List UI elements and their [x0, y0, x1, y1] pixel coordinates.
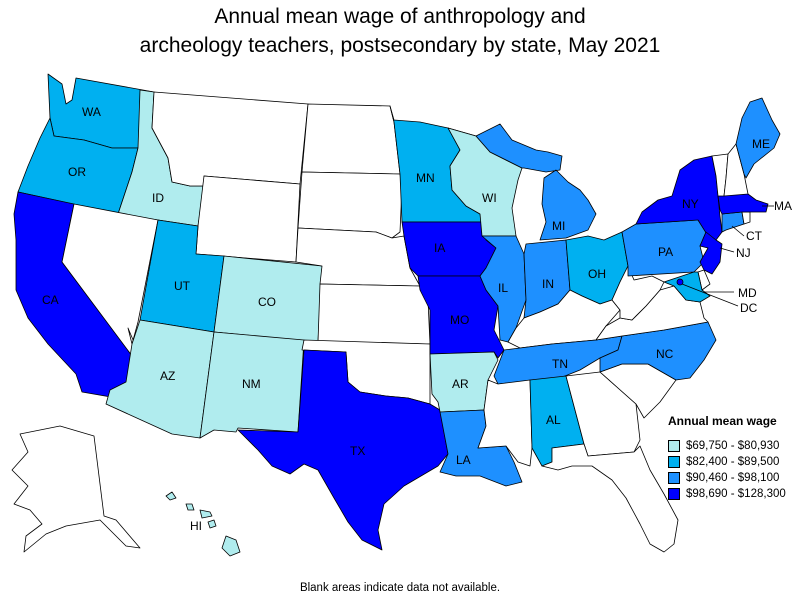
legend-swatch — [668, 456, 680, 468]
state-hi[interactable] — [165, 491, 241, 557]
legend-title: Annual mean wage — [668, 414, 777, 428]
label-la: LA — [456, 453, 471, 467]
state-ne[interactable] — [295, 227, 421, 287]
legend-label: $90,460 - $98,100 — [686, 472, 780, 484]
label-mi: MI — [552, 219, 565, 233]
legend-label: $69,750 - $80,930 — [686, 440, 780, 452]
label-ca: CA — [42, 293, 59, 307]
label-al: AL — [546, 413, 561, 427]
label-co: CO — [258, 295, 276, 309]
state-mi[interactable] — [475, 123, 597, 241]
map-title-line-2: archeology teachers, postsecondary by st… — [139, 34, 661, 57]
legend-swatch — [668, 488, 680, 500]
state-nj[interactable] — [699, 231, 723, 275]
label-md: MD — [738, 286, 757, 300]
legend-item: $69,750 - $80,930 — [668, 438, 800, 454]
legend-item: $90,460 - $98,100 — [668, 470, 800, 486]
label-tx: TX — [350, 444, 365, 458]
label-mo: MO — [450, 313, 469, 327]
state-nd[interactable] — [301, 103, 401, 175]
footnote: Blank areas indicate data not available. — [299, 582, 501, 594]
label-id: ID — [152, 191, 164, 205]
state-dc[interactable] — [676, 278, 684, 286]
label-ar: AR — [452, 377, 469, 391]
state-ma[interactable] — [717, 193, 769, 215]
state-me[interactable] — [735, 97, 781, 179]
label-ny: NY — [682, 197, 699, 211]
state-fl[interactable] — [541, 443, 679, 553]
state-ct[interactable] — [721, 211, 745, 233]
label-wa: WA — [82, 105, 101, 119]
state-md[interactable] — [663, 271, 711, 303]
state-wv[interactable] — [611, 265, 665, 321]
label-oh: OH — [588, 267, 606, 281]
label-pa: PA — [658, 245, 673, 259]
state-tx[interactable] — [237, 349, 449, 551]
map-title: Annual mean wage of anthropology and arc… — [0, 2, 800, 60]
label-me: ME — [752, 137, 770, 151]
label-or: OR — [68, 165, 86, 179]
label-in: IN — [542, 277, 554, 291]
label-ut: UT — [174, 279, 191, 293]
map-legend: Annual mean wage $69,750 - $80,930 $82,4… — [668, 414, 800, 502]
label-mn: MN — [416, 171, 435, 185]
label-nm: NM — [242, 377, 261, 391]
callout-line-nj — [719, 247, 735, 253]
state-wy[interactable] — [195, 175, 301, 263]
state-sd[interactable] — [297, 171, 403, 239]
label-nc: NC — [656, 347, 674, 361]
state-mt[interactable] — [151, 91, 309, 187]
legend-label: $98,690 - $128,300 — [686, 488, 786, 500]
legend-item: $98,690 - $128,300 — [668, 486, 800, 502]
state-ks[interactable] — [317, 283, 431, 345]
callout-line-dc — [681, 283, 739, 307]
legend-label: $82,400 - $89,500 — [686, 456, 780, 468]
label-nj: NJ — [736, 246, 751, 260]
legend-item: $82,400 - $89,500 — [668, 454, 800, 470]
callout-line-ct — [731, 225, 745, 237]
label-az: AZ — [160, 369, 175, 383]
label-ct: CT — [746, 229, 763, 243]
map-title-line-1: Annual mean wage of anthropology and — [214, 5, 586, 28]
state-nm[interactable] — [199, 331, 305, 439]
label-ia: IA — [434, 241, 445, 255]
legend-swatch — [668, 440, 680, 452]
label-ma: MA — [774, 199, 792, 213]
label-tn: TN — [552, 357, 568, 371]
label-hi: HI — [190, 519, 202, 533]
label-wi: WI — [482, 191, 497, 205]
label-dc: DC — [740, 301, 758, 315]
label-il: IL — [498, 281, 508, 295]
legend-swatch — [668, 472, 680, 484]
state-ak[interactable] — [11, 425, 141, 553]
